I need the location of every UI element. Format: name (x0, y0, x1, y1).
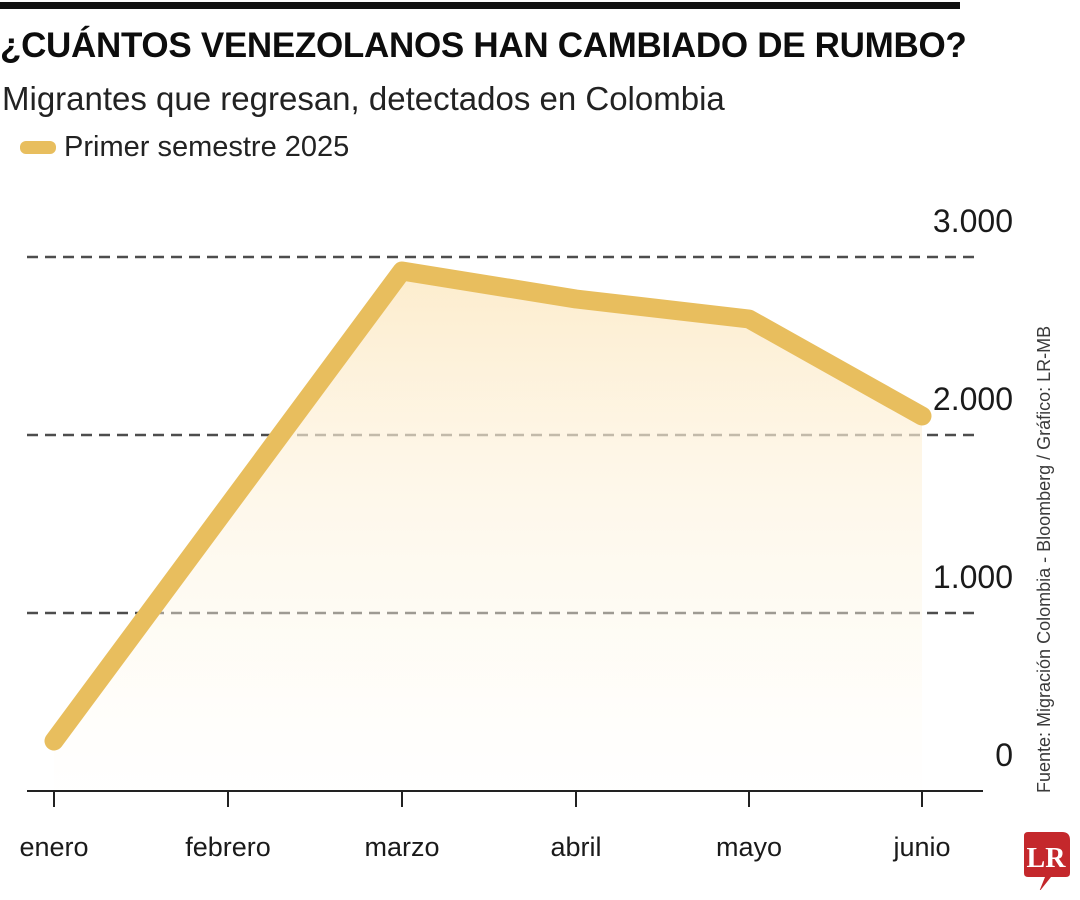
svg-text:enero: enero (19, 832, 88, 862)
svg-text:2.000: 2.000 (933, 381, 1013, 417)
svg-text:junio: junio (892, 832, 950, 862)
svg-text:0: 0 (995, 737, 1013, 773)
svg-text:abril: abril (550, 832, 601, 862)
svg-text:LR: LR (1027, 843, 1067, 874)
svg-text:febrero: febrero (185, 832, 271, 862)
svg-text:marzo: marzo (364, 832, 439, 862)
svg-text:3.000: 3.000 (933, 203, 1013, 239)
svg-text:mayo: mayo (716, 832, 782, 862)
svg-text:1.000: 1.000 (933, 559, 1013, 595)
svg-text:Fuente: Migración Colombia - B: Fuente: Migración Colombia - Bloomberg /… (1034, 326, 1054, 793)
